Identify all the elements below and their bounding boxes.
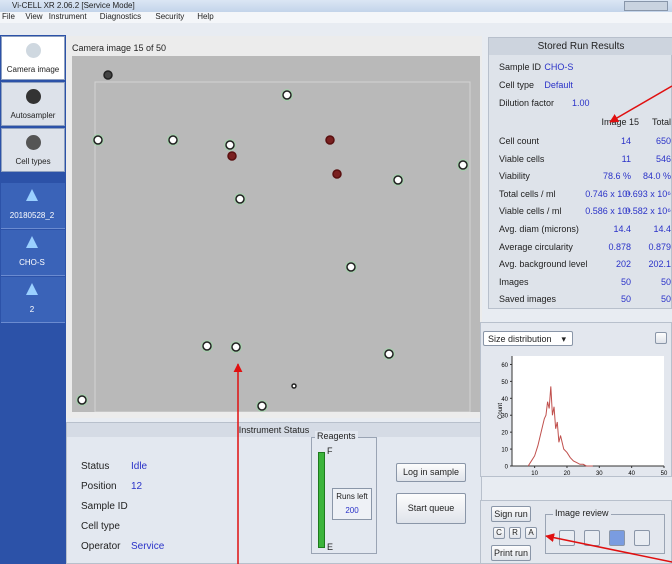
arrow (546, 536, 672, 562)
annotations (0, 0, 672, 564)
app-window: Vi-CELL XR 2.06.2 [Service Mode] FileVie… (0, 0, 672, 564)
arrow (610, 86, 672, 122)
